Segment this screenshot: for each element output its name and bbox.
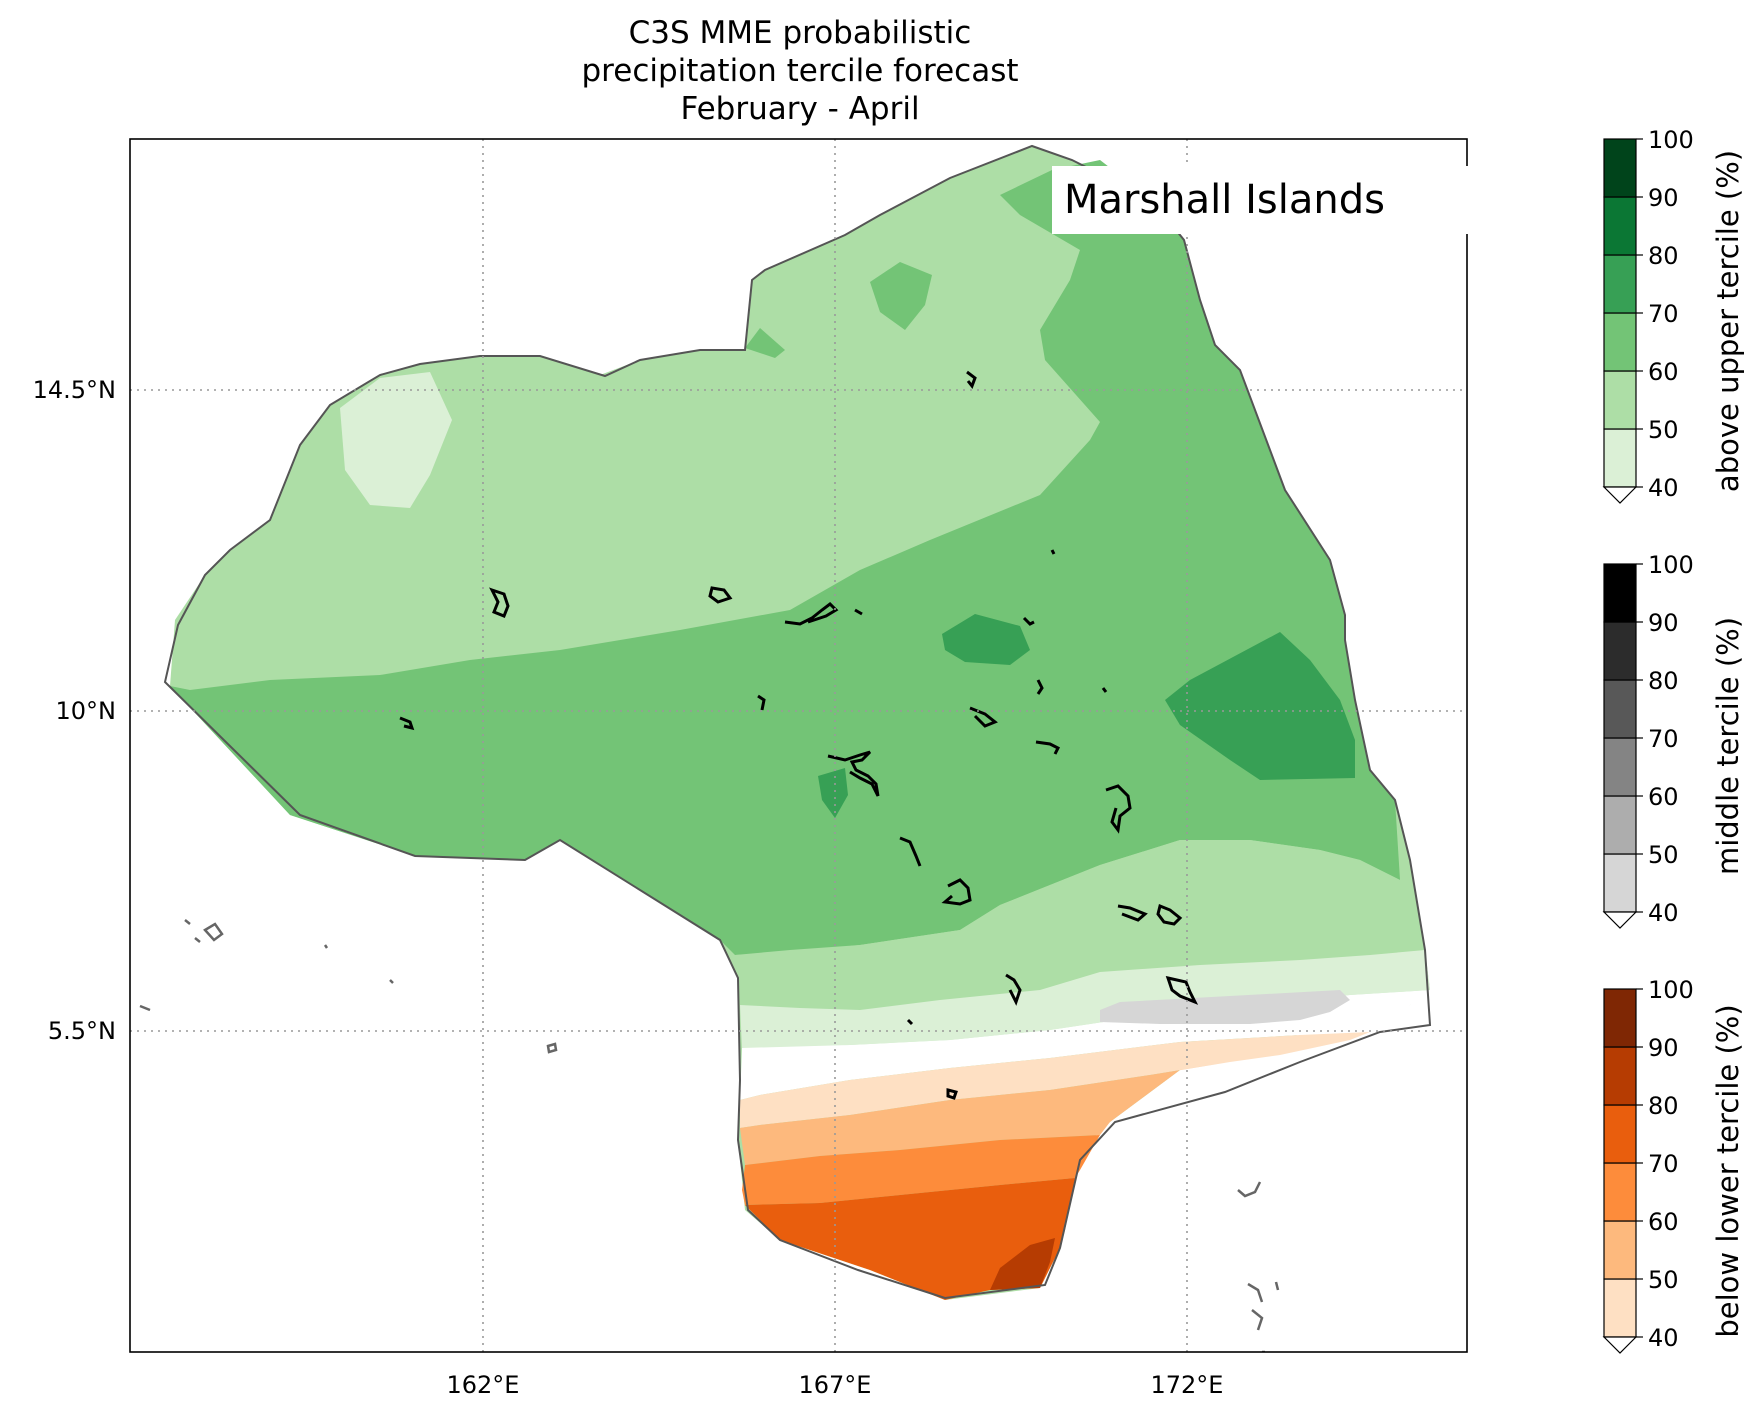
- neighbor-atoll: [390, 980, 393, 983]
- colorbar-segment: [1604, 371, 1636, 429]
- colorbar-tick-label: 40: [1648, 474, 1679, 502]
- colorbar-segment: [1604, 429, 1636, 487]
- colorbar-title: middle tercile (%): [1711, 617, 1745, 875]
- colorbar-tick-label: 50: [1648, 1266, 1679, 1294]
- colorbar-segment: [1604, 139, 1636, 197]
- colorbar-tick-label: 80: [1648, 667, 1679, 695]
- lon-tick-label: 172°E: [1151, 1371, 1224, 1399]
- neighbor-atoll: [205, 924, 222, 940]
- colorbar-tick-label: 100: [1648, 551, 1694, 579]
- neighbor-atoll: [1252, 1310, 1262, 1330]
- neighbor-atoll: [1276, 1282, 1278, 1290]
- colorbar-extend-triangle: [1604, 487, 1636, 503]
- colorbar-tick-label: 50: [1648, 841, 1679, 869]
- colorbar-segment: [1604, 738, 1636, 796]
- colorbar-segment: [1604, 1221, 1636, 1279]
- lon-tick-label: 162°E: [447, 1371, 520, 1399]
- colorbar-segment: [1604, 622, 1636, 680]
- neighbor-atoll: [185, 920, 190, 924]
- colorbar-segment: [1604, 1047, 1636, 1105]
- neighbor-atoll: [195, 938, 200, 942]
- colorbar-segment: [1604, 1163, 1636, 1221]
- lon-tick-label: 167°E: [799, 1371, 872, 1399]
- colorbar-tick-label: 60: [1648, 1208, 1679, 1236]
- colorbar-segment: [1604, 313, 1636, 371]
- colorbar-tick-label: 90: [1648, 1034, 1679, 1062]
- colorbar-segment: [1604, 1105, 1636, 1163]
- colorbar-segment: [1604, 255, 1636, 313]
- colorbar-segment: [1604, 989, 1636, 1047]
- colorbar-extend-triangle: [1604, 1337, 1636, 1353]
- lat-tick-label: 10°N: [56, 697, 117, 725]
- colorbar-above: 40 50 60 70 80 90 100 above upper tercile (%): [1604, 126, 1745, 503]
- neighbor-atoll: [325, 945, 327, 948]
- atoll: [1052, 550, 1054, 554]
- colorbar-tick-label: 100: [1648, 976, 1694, 1004]
- lat-tick-label: 5.5°N: [48, 1017, 116, 1045]
- neighbor-atoll: [548, 1044, 556, 1052]
- colorbar-extend-triangle: [1604, 912, 1636, 928]
- region-label: Marshall Islands: [1052, 166, 1472, 234]
- colorbar-tick-label: 60: [1648, 358, 1679, 386]
- colorbar-tick-label: 70: [1648, 300, 1679, 328]
- colorbar-middle: 40 50 60 70 80 90 100 middle tercile (%): [1604, 551, 1745, 928]
- colorbar-tick-label: 50: [1648, 416, 1679, 444]
- colorbar-segment: [1604, 1279, 1636, 1337]
- colorbar-tick-label: 60: [1648, 783, 1679, 811]
- colorbar-tick-label: 100: [1648, 126, 1694, 154]
- neighbor-atoll: [1238, 1182, 1260, 1196]
- colorbar-tick-label: 70: [1648, 1150, 1679, 1178]
- neighbor-atoll: [1248, 1284, 1262, 1302]
- colorbar-tick-label: 80: [1648, 1092, 1679, 1120]
- colorbar-tick-label: 70: [1648, 725, 1679, 753]
- colorbar-below: 40 50 60 70 80 90 100 below lower tercile (%): [1604, 976, 1745, 1353]
- colorbar-segment: [1604, 680, 1636, 738]
- colorbar-tick-label: 90: [1648, 609, 1679, 637]
- colorbar-title: above upper tercile (%): [1711, 150, 1745, 492]
- neighbor-atoll: [140, 1006, 150, 1010]
- colorbar-tick-label: 40: [1648, 1324, 1679, 1352]
- colorbar-tick-label: 80: [1648, 242, 1679, 270]
- colorbar-tick-label: 40: [1648, 899, 1679, 927]
- colorbar-tick-label: 90: [1648, 184, 1679, 212]
- colorbar-segment: [1604, 564, 1636, 622]
- map-area: [130, 139, 1467, 1352]
- colorbar-segment: [1604, 854, 1636, 912]
- lat-tick-label: 14.5°N: [33, 376, 116, 404]
- colorbar-title: below lower tercile (%): [1711, 1004, 1745, 1337]
- colorbar-segment: [1604, 796, 1636, 854]
- colorbar-segment: [1604, 197, 1636, 255]
